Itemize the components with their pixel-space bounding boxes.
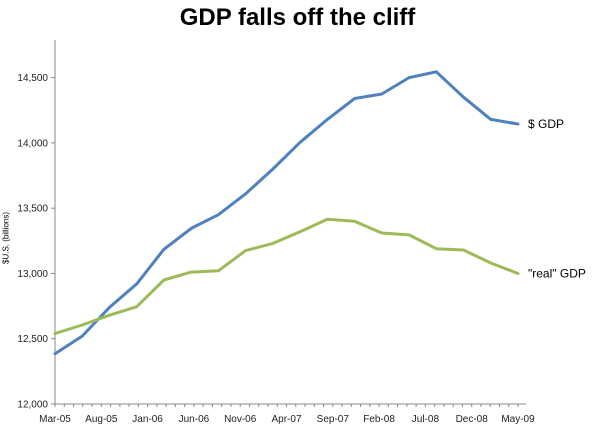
x-tick-label: Sep-07	[317, 414, 350, 425]
y-tick-label: 12,500	[17, 334, 48, 345]
x-tick-label: Feb-08	[363, 414, 395, 425]
x-tick-label: Apr-07	[271, 414, 301, 425]
x-tick-label: May-09	[501, 414, 535, 425]
x-tick-label: Aug-05	[85, 414, 118, 425]
x-tick-label: Nov-06	[224, 414, 257, 425]
x-tick-label: Jul-08	[412, 414, 440, 425]
series-labels: $ GDP "real" GDP	[528, 117, 586, 280]
x-tick-label: Jun-06	[179, 414, 210, 425]
x-axis-ticks: Mar-05 Aug-05 Jan-06 Jun-06 Nov-06 Apr-07 Sep-…	[39, 404, 535, 425]
y-tick-label: 14,000	[17, 138, 48, 149]
y-axis-ticks: 12,000 12,500 13,000 13,500 14,000 14,500	[17, 73, 55, 411]
x-tick-label: Jan-06	[132, 414, 163, 425]
y-tick-label: 13,000	[17, 269, 48, 280]
series-line-real-gdp	[53, 217, 520, 335]
series-layer	[53, 70, 520, 356]
chart-title: GDP falls off the cliff	[179, 4, 416, 31]
axes	[54, 40, 526, 405]
series-label-nominal-gdp: $ GDP	[528, 117, 564, 131]
series-label-real-gdp: "real" GDP	[528, 266, 586, 280]
x-tick-label: Dec-08	[456, 414, 489, 425]
y-tick-label: 14,500	[17, 73, 48, 84]
y-tick-label: 13,500	[17, 204, 48, 215]
x-tick-label: Mar-05	[39, 414, 71, 425]
y-tick-label: 12,000	[17, 400, 48, 411]
series-line-nominal-gdp	[53, 70, 520, 356]
